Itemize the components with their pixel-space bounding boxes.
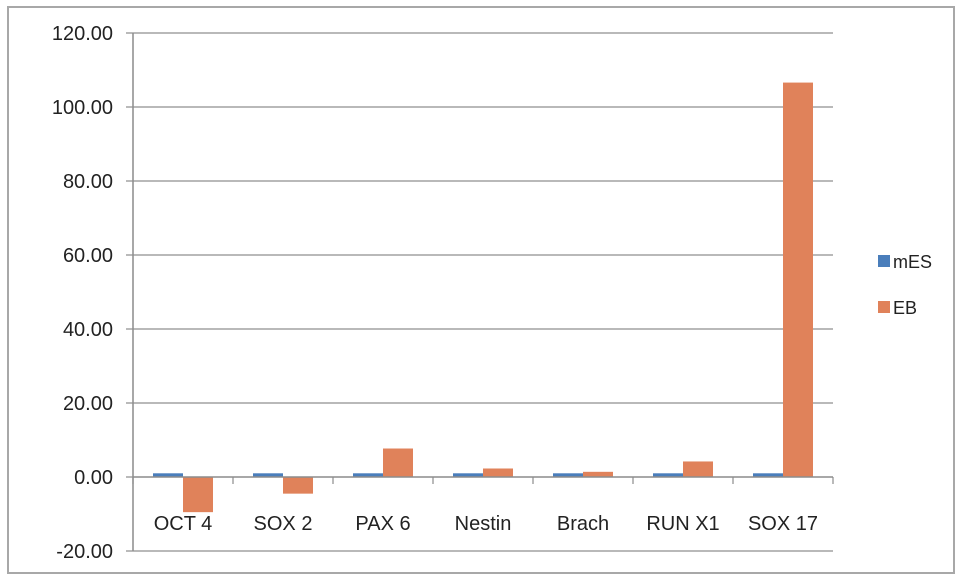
bar-mes-oct-4 xyxy=(153,473,183,477)
bar-eb-brach xyxy=(583,471,613,477)
gridlines xyxy=(126,32,833,552)
bar-mes-sox-2 xyxy=(253,473,283,477)
x-axis-tick-labels: OCT 4 SOX 2 PAX 6 Nestin Brach RUN X1 SOX 17 xyxy=(154,513,818,535)
x-axis-tick-marks xyxy=(132,477,834,484)
legend-label-eb: EB xyxy=(893,298,917,318)
x-tick-label: OCT 4 xyxy=(154,513,213,535)
x-tick-label: SOX 2 xyxy=(254,513,313,535)
bars xyxy=(153,82,813,513)
x-tick-label: Nestin xyxy=(455,513,512,535)
bar-mes-run-x1 xyxy=(653,473,683,477)
legend-swatch-eb xyxy=(878,301,890,313)
y-tick-label: 20.00 xyxy=(63,393,113,415)
y-tick-label: 80.00 xyxy=(63,171,113,193)
y-tick-label: -20.00 xyxy=(56,541,113,563)
bar-eb-nestin xyxy=(483,468,513,477)
bar-eb-sox-17 xyxy=(783,82,813,477)
y-axis-tick-labels: -20.00 0.00 20.00 40.00 60.00 80.00 100.00 120.… xyxy=(52,23,113,563)
y-tick-label: 60.00 xyxy=(63,245,113,267)
legend-label-mes: mES xyxy=(893,252,932,272)
y-tick-label: 120.00 xyxy=(52,23,113,45)
x-tick-label: SOX 17 xyxy=(748,513,818,535)
legend-swatch-mes xyxy=(878,255,890,267)
bar-mes-pax-6 xyxy=(353,473,383,477)
bar-mes-nestin xyxy=(453,473,483,477)
x-tick-label: Brach xyxy=(557,513,609,535)
bar-eb-oct-4 xyxy=(183,477,213,513)
y-tick-label: 100.00 xyxy=(52,97,113,119)
bar-eb-sox-2 xyxy=(283,477,313,494)
bar-eb-pax-6 xyxy=(383,448,413,477)
bar-mes-sox-17 xyxy=(753,473,783,477)
x-tick-label: RUN X1 xyxy=(646,513,719,535)
bar-mes-brach xyxy=(553,473,583,477)
y-tick-label: 0.00 xyxy=(74,467,113,489)
bar-eb-run-x1 xyxy=(683,461,713,477)
legend: mES EB xyxy=(878,252,932,318)
y-tick-label: 40.00 xyxy=(63,319,113,341)
x-tick-label: PAX 6 xyxy=(355,513,410,535)
